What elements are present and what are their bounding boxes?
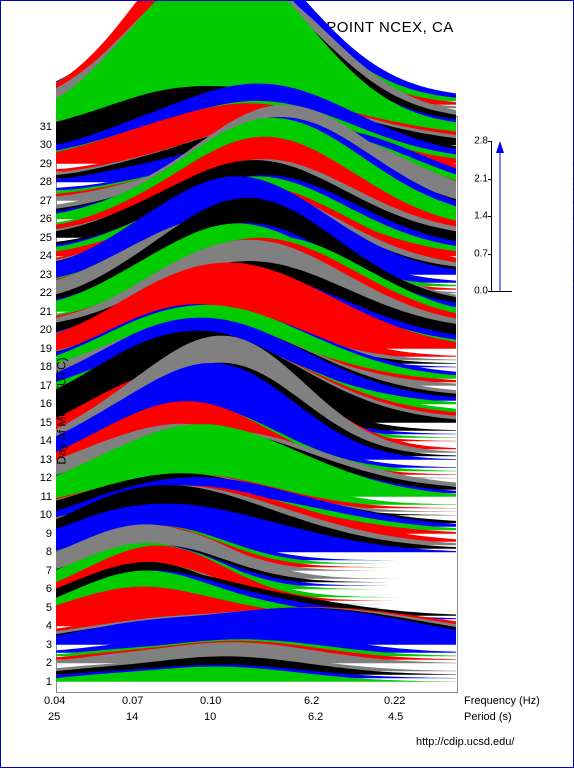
y-tick: 7 xyxy=(34,565,52,577)
y-tick: 5 xyxy=(34,602,52,614)
x-tick-freq: 0.04 xyxy=(44,695,65,707)
y-tick: 14 xyxy=(34,435,52,447)
y-tick: 22 xyxy=(34,287,52,299)
y-tick: 31 xyxy=(34,121,52,133)
x-tick-period: 10 xyxy=(204,711,216,723)
legend-tick: 2.8 xyxy=(474,136,488,147)
y-tick: 8 xyxy=(34,546,52,558)
y-tick: 28 xyxy=(34,176,52,188)
y-tick: 4 xyxy=(34,620,52,632)
y-tick: 20 xyxy=(34,324,52,336)
y-tick: 13 xyxy=(34,454,52,466)
y-tick: 25 xyxy=(34,232,52,244)
y-tick: 15 xyxy=(34,417,52,429)
legend-tick: 0.7 xyxy=(474,248,488,259)
y-tick: 16 xyxy=(34,398,52,410)
y-tick: 23 xyxy=(34,269,52,281)
y-tick: 1 xyxy=(34,676,52,688)
x-tick-period: 14 xyxy=(126,711,138,723)
x-tick-freq: 0.22 xyxy=(384,695,405,707)
x-axis-label-period: Period (s) xyxy=(464,711,512,723)
x-tick-period: 25 xyxy=(48,711,60,723)
x-tick-freq: 6.2 xyxy=(304,695,319,707)
y-tick: 3 xyxy=(34,639,52,651)
y-tick: 2 xyxy=(34,657,52,669)
legend-tick: 0.0 xyxy=(474,286,488,297)
y-tick: 17 xyxy=(34,380,52,392)
y-tick: 19 xyxy=(34,343,52,355)
y-tick: 30 xyxy=(34,139,52,151)
y-tick: 21 xyxy=(34,306,52,318)
y-tick: 24 xyxy=(34,250,52,262)
legend-tick: 1.4 xyxy=(474,211,488,222)
credit-url: http://cdip.ucsd.edu/ xyxy=(416,736,514,748)
y-axis-label: Day of Month (UTC) xyxy=(55,357,69,464)
y-tick: 9 xyxy=(34,528,52,540)
legend-arrow-icon xyxy=(492,141,512,291)
y-tick: 29 xyxy=(34,158,52,170)
y-tick: 27 xyxy=(34,195,52,207)
y-tick: 11 xyxy=(34,491,52,503)
legend: 0.00.71.42.12.8 Energy Density (m^2/Hz) xyxy=(491,141,512,292)
legend-axis: 0.00.71.42.12.8 xyxy=(491,141,512,292)
x-tick-freq: 0.10 xyxy=(200,695,221,707)
ridge-plot xyxy=(1,1,574,769)
chart-frame: 122 SCRIPPS CANYON MIDPOINT NCEX, CA (BU… xyxy=(0,0,574,768)
x-tick-period: 4.5 xyxy=(388,711,403,723)
y-tick: 10 xyxy=(34,509,52,521)
y-tick: 26 xyxy=(34,213,52,225)
legend-tick: 2.1 xyxy=(474,173,488,184)
x-tick-freq: 0.07 xyxy=(122,695,143,707)
x-axis-label-freq: Frequency (Hz) xyxy=(464,695,540,707)
y-tick: 18 xyxy=(34,361,52,373)
y-tick: 12 xyxy=(34,472,52,484)
y-tick: 6 xyxy=(34,583,52,595)
x-tick-period: 6.2 xyxy=(308,711,323,723)
